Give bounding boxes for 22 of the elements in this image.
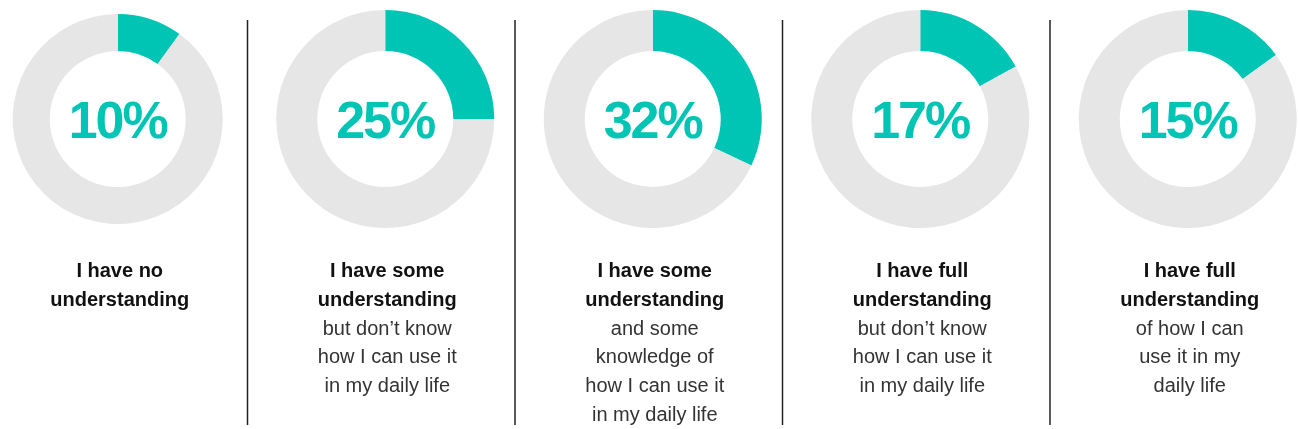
text: I have full understanding (1120, 259, 1260, 310)
donut-slice (12, 14, 223, 224)
text: I have full understanding (852, 259, 992, 310)
donut-slice (1078, 10, 1297, 228)
text: of how I can use it in my daily life (1135, 316, 1244, 397)
donut-slice (117, 14, 180, 64)
donut-slice (276, 10, 495, 228)
text: and some knowledge of how I can use it in my daily life (585, 316, 725, 425)
donut-slice (920, 10, 1016, 87)
donut-slice (811, 10, 1030, 228)
text: 32% (603, 91, 703, 149)
text: I have no understanding (50, 259, 190, 310)
text: but don’t know how I can use it in my daily life (852, 316, 993, 397)
text: 17% (871, 91, 971, 149)
donut-slice (543, 10, 752, 228)
text: 10% (68, 91, 168, 149)
text: I have some understanding (585, 259, 725, 310)
text: but don’t know how I can use it in my daily life (317, 316, 458, 397)
donut-slice (1187, 10, 1276, 80)
text: I have some understanding (317, 259, 457, 310)
text: 15% (1138, 91, 1238, 149)
text: 25% (336, 91, 436, 149)
